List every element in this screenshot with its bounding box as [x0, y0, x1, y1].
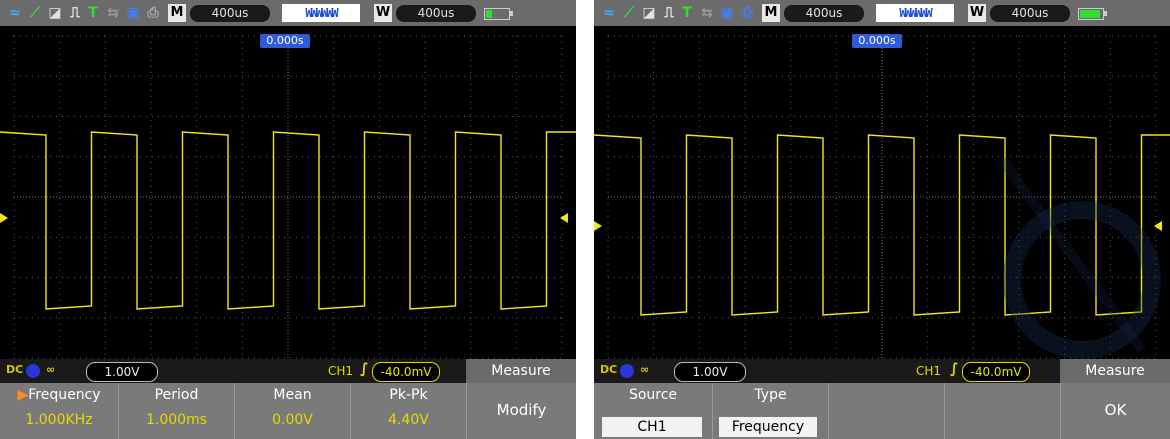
- ch1-marker[interactable]: [0, 213, 8, 223]
- soft-key-bar: ▶Frequency 1.000KHz Period 1.000ms Mean …: [0, 383, 576, 439]
- window-mode-label: W: [968, 4, 986, 22]
- channel-indicator-icon: [620, 364, 634, 378]
- ch1-marker[interactable]: [594, 221, 602, 231]
- probe-ratio-icon: ∞: [640, 363, 650, 376]
- softkey-ok[interactable]: OK: [1060, 383, 1170, 439]
- timebase-value[interactable]: 400us: [784, 5, 864, 22]
- softkey-pkpk[interactable]: Pk-Pk 4.40V: [350, 383, 466, 439]
- coupling-dc-icon: DC: [6, 363, 24, 376]
- waveform-overview-icon: WWWWWW: [282, 4, 360, 22]
- trigger-channel-label: CH1: [328, 364, 354, 378]
- trigger-level-marker[interactable]: [560, 213, 568, 223]
- oscilloscope-screen-right: ≈ ⟋ ◪ ⎍ T ⇆ ▣ ⎙ M 400us WWWWWW W 400us 0…: [594, 0, 1170, 439]
- timebase-mode-label: M: [168, 4, 186, 22]
- save-icon[interactable]: ▣: [720, 5, 734, 21]
- softkey-empty-3[interactable]: [828, 383, 944, 439]
- softkey-frequency[interactable]: ▶Frequency 1.000KHz: [17, 387, 101, 428]
- softkey-period[interactable]: Period 1.000ms: [118, 383, 234, 439]
- softkey-empty-4[interactable]: [944, 383, 1060, 439]
- probe-icon[interactable]: ◪: [642, 5, 656, 21]
- softkey-source[interactable]: Source CH1: [594, 383, 712, 439]
- trigger-level-marker[interactable]: [1154, 221, 1162, 231]
- auto-mode-icon[interactable]: ≈: [603, 5, 615, 21]
- probe-icon[interactable]: ◪: [48, 5, 62, 21]
- auto-mode-icon[interactable]: ≈: [9, 5, 21, 21]
- trigger-position-label: 0.000s: [852, 34, 902, 48]
- trigger-level-value[interactable]: -40.0mV: [962, 362, 1030, 382]
- usb-icon[interactable]: ⇆: [107, 5, 119, 21]
- usb-icon[interactable]: ⇆: [701, 5, 713, 21]
- waveform-grid: [594, 35, 1170, 359]
- trigger-level-value[interactable]: -40.0mV: [372, 362, 440, 382]
- waveform-overview-icon: WWWWWW: [876, 4, 954, 22]
- selected-arrow-icon: ▶: [17, 387, 29, 403]
- battery-icon: [484, 8, 510, 20]
- print-icon[interactable]: ⎙: [741, 5, 753, 21]
- save-icon[interactable]: ▣: [126, 5, 140, 21]
- menu-title: Measure: [1060, 359, 1170, 383]
- coupling-dc-icon: DC: [600, 363, 618, 376]
- ch1-volts-div[interactable]: 1.00V: [86, 362, 158, 382]
- window-value[interactable]: 400us: [990, 5, 1070, 22]
- slope-icon[interactable]: ⟋: [624, 5, 634, 21]
- top-status-bar: ≈ ⟋ ◪ ⎍ T ⇆ ▣ ⎙ M 400us WWWWWW W 400us: [594, 0, 1170, 26]
- pulse-icon[interactable]: ⎍: [664, 5, 674, 21]
- window-mode-label: W: [374, 4, 392, 22]
- ch1-trace: [0, 131, 576, 310]
- print-icon[interactable]: ⎙: [147, 5, 159, 21]
- trigger-t-icon[interactable]: T: [682, 5, 692, 21]
- slope-icon[interactable]: ⟋: [30, 5, 40, 21]
- probe-ratio-icon: ∞: [46, 363, 56, 376]
- trigger-t-icon[interactable]: T: [88, 5, 98, 21]
- trigger-position-label: 0.000s: [260, 34, 310, 48]
- softkey-mean[interactable]: Mean 0.00V: [234, 383, 350, 439]
- rising-edge-icon: ∫: [360, 361, 369, 377]
- menu-title: Measure: [466, 359, 576, 383]
- pulse-icon[interactable]: ⎍: [70, 5, 80, 21]
- top-status-bar: ≈ ⟋ ◪ ⎍ T ⇆ ▣ ⎙ M 400us WWWWWW W 400us: [0, 0, 576, 26]
- rising-edge-icon: ∫: [950, 361, 959, 377]
- window-value[interactable]: 400us: [396, 5, 476, 22]
- channel-status-bar: DC ∞ 1.00V CH1 ∫ -40.0mV Measure: [0, 359, 576, 383]
- battery-icon: [1078, 8, 1104, 20]
- ch1-volts-div[interactable]: 1.00V: [674, 362, 746, 382]
- channel-indicator-icon: [26, 364, 40, 378]
- trigger-channel-label: CH1: [916, 364, 942, 378]
- waveform-grid: [0, 35, 576, 359]
- timebase-value[interactable]: 400us: [190, 5, 270, 22]
- ch1-trace: [594, 134, 1170, 316]
- soft-key-bar: Source CH1 Type Frequency OK: [594, 383, 1170, 439]
- softkey-type[interactable]: Type Frequency: [712, 383, 828, 439]
- channel-status-bar: DC ∞ 1.00V CH1 ∫ -40.0mV Measure: [594, 359, 1170, 383]
- oscilloscope-screen-left: ≈ ⟋ ◪ ⎍ T ⇆ ▣ ⎙ M 400us WWWWWW W 400us 0…: [0, 0, 576, 439]
- softkey-modify[interactable]: Modify: [466, 383, 576, 439]
- timebase-mode-label: M: [762, 4, 780, 22]
